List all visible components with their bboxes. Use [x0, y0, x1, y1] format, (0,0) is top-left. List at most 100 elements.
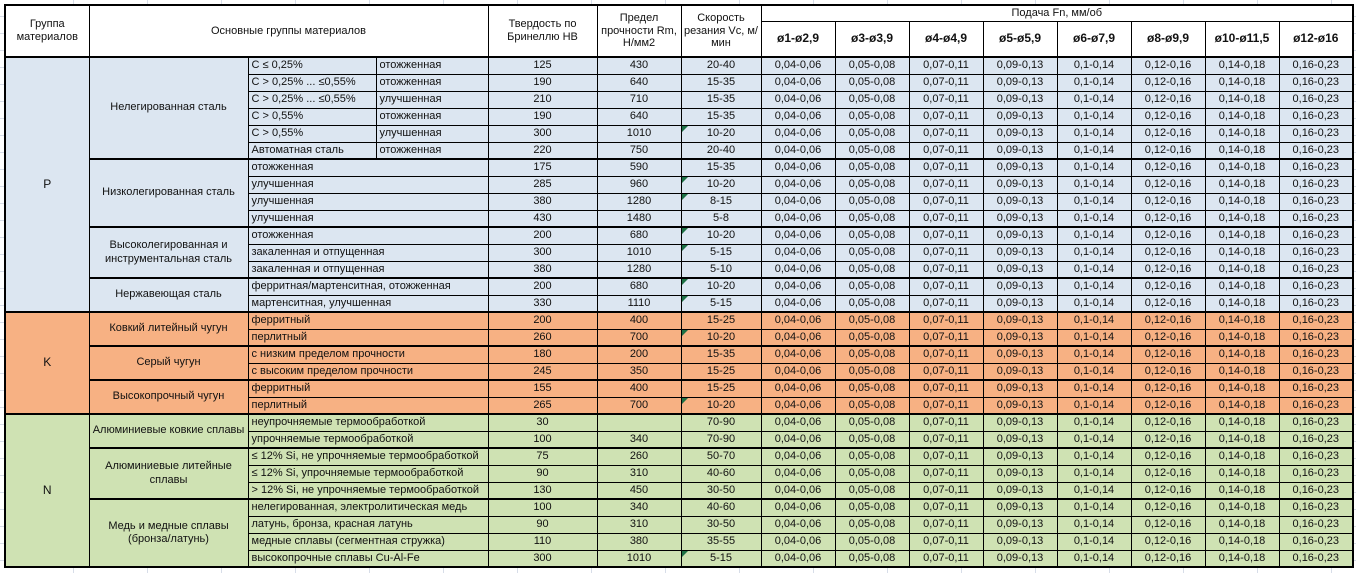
material-group-name[interactable]: Низколегированная сталь: [88, 158, 249, 228]
feed-cell[interactable]: 0,05-0,08: [834, 532, 910, 551]
feed-cell[interactable]: 0,14-0,18: [1204, 56, 1280, 75]
feed-cell[interactable]: 0,14-0,18: [1204, 311, 1280, 330]
condition-cell[interactable]: медные сплавы (сегментная стружка): [247, 532, 489, 551]
feed-cell[interactable]: 0,12-0,16: [1130, 124, 1206, 143]
feed-cell[interactable]: 0,04-0,06: [760, 311, 836, 330]
strength-cell[interactable]: 1480: [596, 209, 682, 228]
hardness-cell[interactable]: 260: [487, 328, 598, 347]
hardness-cell[interactable]: 125: [487, 56, 598, 75]
feed-cell[interactable]: 0,1-0,14: [1056, 209, 1132, 228]
condition-cell[interactable]: улучшенная: [247, 192, 489, 211]
feed-cell[interactable]: 0,07-0,11: [908, 328, 984, 347]
feed-cell[interactable]: 0,07-0,11: [908, 192, 984, 211]
cutting-speed-cell[interactable]: 30-50: [680, 515, 762, 534]
feed-cell[interactable]: 0,09-0,13: [982, 396, 1058, 415]
feed-cell[interactable]: 0,05-0,08: [834, 362, 910, 381]
feed-cell[interactable]: 0,1-0,14: [1056, 447, 1132, 466]
feed-cell[interactable]: 0,12-0,16: [1130, 362, 1206, 381]
feed-cell[interactable]: 0,07-0,11: [908, 107, 984, 126]
feed-cell[interactable]: 0,12-0,16: [1130, 464, 1206, 483]
feed-cell[interactable]: 0,12-0,16: [1130, 73, 1206, 92]
cutting-speed-cell[interactable]: 35-55: [680, 532, 762, 551]
feed-cell[interactable]: 0,16-0,23: [1278, 260, 1354, 279]
feed-cell[interactable]: 0,16-0,23: [1278, 396, 1354, 415]
feed-cell[interactable]: 0,09-0,13: [982, 260, 1058, 279]
feed-cell[interactable]: 0,04-0,06: [760, 260, 836, 279]
feed-cell[interactable]: 0,14-0,18: [1204, 294, 1280, 313]
strength-cell[interactable]: 400: [596, 379, 682, 398]
feed-cell[interactable]: 0,09-0,13: [982, 90, 1058, 109]
feed-cell[interactable]: 0,14-0,18: [1204, 345, 1280, 364]
feed-cell[interactable]: 0,16-0,23: [1278, 124, 1354, 143]
feed-cell[interactable]: 0,16-0,23: [1278, 73, 1354, 92]
header-diameter-5[interactable]: ø6-ø7,9: [1056, 20, 1132, 58]
condition-cell[interactable]: мартенситная, улучшенная: [247, 294, 489, 313]
feed-cell[interactable]: 0,14-0,18: [1204, 73, 1280, 92]
cutting-speed-cell[interactable]: 10-20: [680, 124, 762, 143]
strength-cell[interactable]: 380: [596, 532, 682, 551]
header-hardness-col[interactable]: Твердость по Бринеллю НВ: [487, 4, 598, 58]
carbon-content-cell[interactable]: C > 0,25% ... ≤0,55%: [247, 73, 377, 92]
material-group-letter[interactable]: N: [4, 413, 90, 568]
condition-cell[interactable]: улучшенная: [375, 90, 489, 109]
material-group-name[interactable]: Ковкий литейный чугун: [88, 311, 249, 347]
condition-cell[interactable]: ферритный: [247, 311, 489, 330]
feed-cell[interactable]: 0,14-0,18: [1204, 209, 1280, 228]
material-group-name[interactable]: Серый чугун: [88, 345, 249, 381]
feed-cell[interactable]: 0,07-0,11: [908, 481, 984, 500]
feed-cell[interactable]: 0,04-0,06: [760, 379, 836, 398]
feed-cell[interactable]: 0,09-0,13: [982, 209, 1058, 228]
feed-cell[interactable]: 0,04-0,06: [760, 73, 836, 92]
carbon-content-cell[interactable]: C > 0,55%: [247, 124, 377, 143]
cutting-speed-cell[interactable]: 5-8: [680, 209, 762, 228]
strength-cell[interactable]: 260: [596, 447, 682, 466]
feed-cell[interactable]: 0,14-0,18: [1204, 107, 1280, 126]
feed-cell[interactable]: 0,05-0,08: [834, 90, 910, 109]
hardness-cell[interactable]: 110: [487, 532, 598, 551]
feed-cell[interactable]: 0,1-0,14: [1056, 328, 1132, 347]
strength-cell[interactable]: 640: [596, 107, 682, 126]
feed-cell[interactable]: 0,1-0,14: [1056, 362, 1132, 381]
strength-cell[interactable]: 1280: [596, 260, 682, 279]
feed-cell[interactable]: 0,07-0,11: [908, 379, 984, 398]
feed-cell[interactable]: 0,05-0,08: [834, 345, 910, 364]
feed-cell[interactable]: 0,12-0,16: [1130, 243, 1206, 262]
cutting-speed-cell[interactable]: 10-20: [680, 396, 762, 415]
feed-cell[interactable]: 0,09-0,13: [982, 141, 1058, 160]
feed-cell[interactable]: 0,12-0,16: [1130, 345, 1206, 364]
hardness-cell[interactable]: 200: [487, 311, 598, 330]
feed-cell[interactable]: 0,12-0,16: [1130, 447, 1206, 466]
strength-cell[interactable]: 710: [596, 90, 682, 109]
strength-cell[interactable]: 700: [596, 396, 682, 415]
feed-cell[interactable]: 0,09-0,13: [982, 328, 1058, 347]
feed-cell[interactable]: 0,07-0,11: [908, 549, 984, 568]
feed-cell[interactable]: 0,12-0,16: [1130, 430, 1206, 449]
feed-cell[interactable]: 0,05-0,08: [834, 481, 910, 500]
feed-cell[interactable]: 0,09-0,13: [982, 430, 1058, 449]
strength-cell[interactable]: 1280: [596, 192, 682, 211]
header-diameter-7[interactable]: ø10-ø11,5: [1204, 20, 1280, 58]
hardness-cell[interactable]: 190: [487, 73, 598, 92]
feed-cell[interactable]: 0,09-0,13: [982, 362, 1058, 381]
feed-cell[interactable]: 0,05-0,08: [834, 56, 910, 75]
feed-cell[interactable]: 0,1-0,14: [1056, 549, 1132, 568]
feed-cell[interactable]: 0,04-0,06: [760, 413, 836, 432]
feed-cell[interactable]: 0,14-0,18: [1204, 498, 1280, 517]
cutting-speed-cell[interactable]: 5-15: [680, 243, 762, 262]
feed-cell[interactable]: 0,16-0,23: [1278, 549, 1354, 568]
feed-cell[interactable]: 0,12-0,16: [1130, 277, 1206, 296]
feed-cell[interactable]: 0,09-0,13: [982, 464, 1058, 483]
feed-cell[interactable]: 0,12-0,16: [1130, 90, 1206, 109]
feed-cell[interactable]: 0,14-0,18: [1204, 243, 1280, 262]
feed-cell[interactable]: 0,16-0,23: [1278, 209, 1354, 228]
strength-cell[interactable]: 340: [596, 498, 682, 517]
feed-cell[interactable]: 0,09-0,13: [982, 532, 1058, 551]
hardness-cell[interactable]: 200: [487, 277, 598, 296]
feed-cell[interactable]: 0,14-0,18: [1204, 124, 1280, 143]
feed-cell[interactable]: 0,16-0,23: [1278, 464, 1354, 483]
feed-cell[interactable]: 0,04-0,06: [760, 90, 836, 109]
feed-cell[interactable]: 0,14-0,18: [1204, 464, 1280, 483]
condition-cell[interactable]: отожженная: [375, 141, 489, 160]
hardness-cell[interactable]: 75: [487, 447, 598, 466]
feed-cell[interactable]: 0,07-0,11: [908, 294, 984, 313]
